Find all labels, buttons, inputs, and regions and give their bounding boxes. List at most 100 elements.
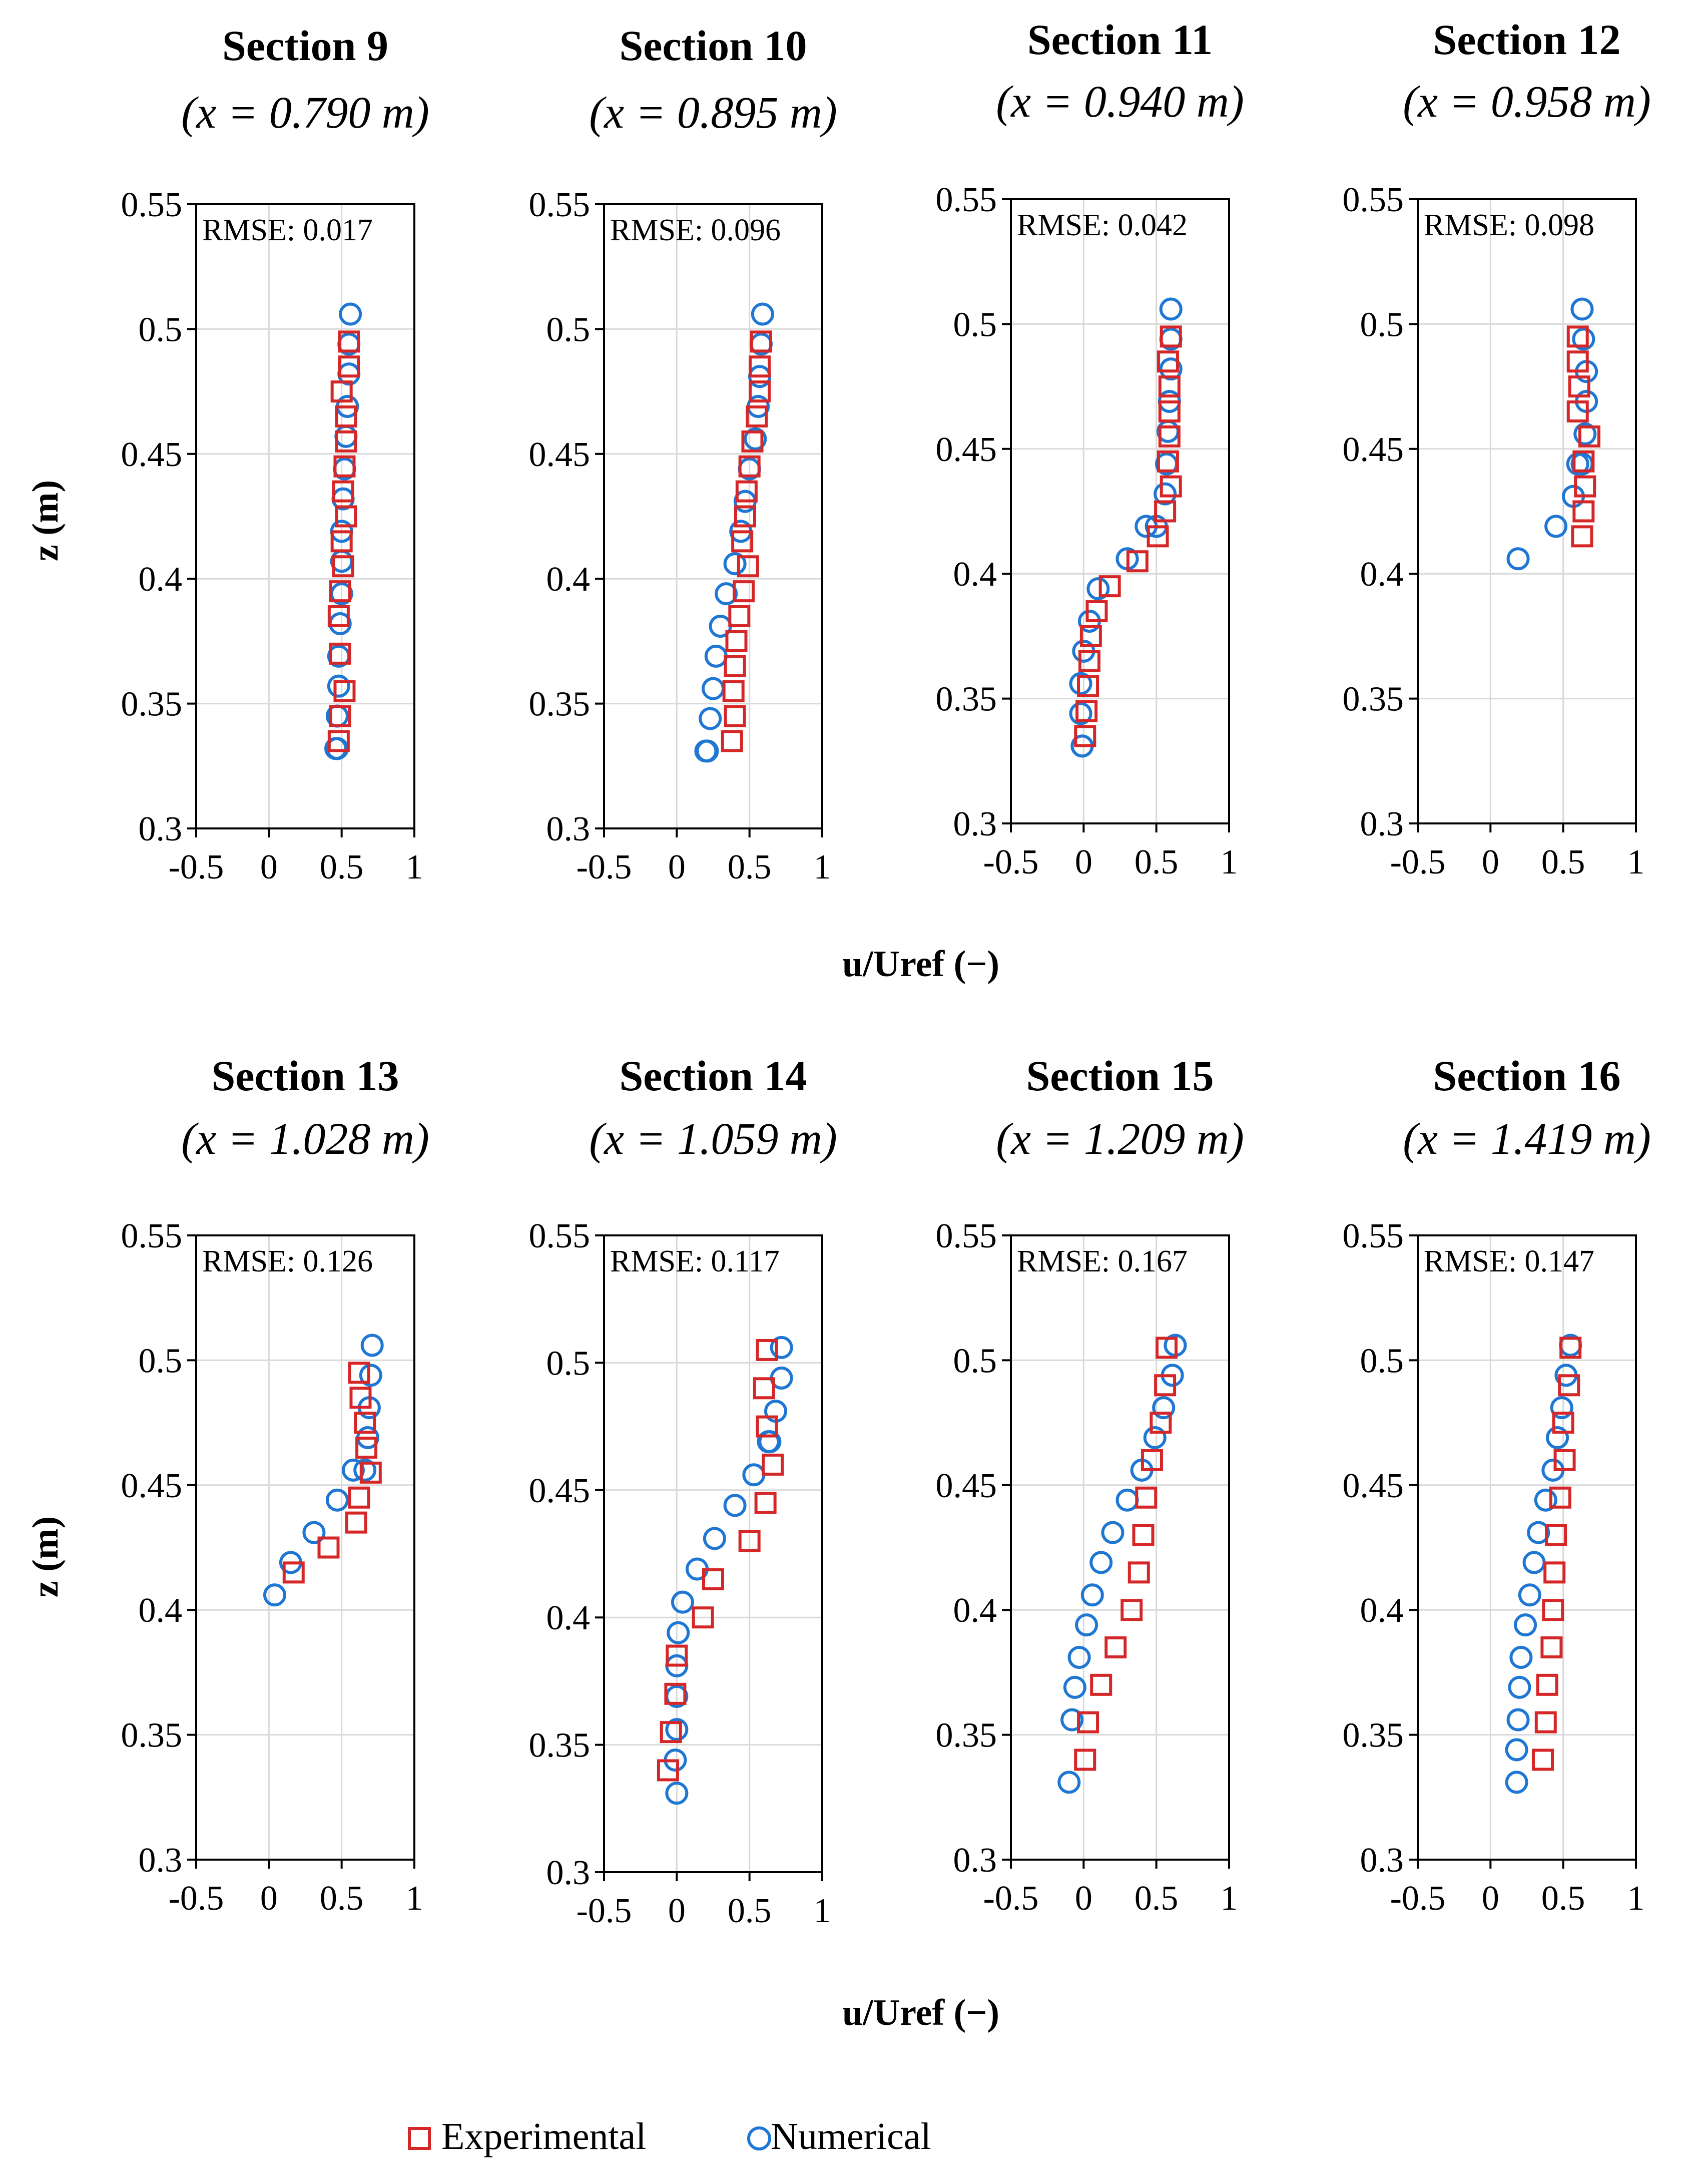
x-tick-label: -0.5 xyxy=(983,843,1039,882)
experimental-point xyxy=(1157,350,1179,373)
panel-section-15: Section 15 (x = 1.209 m) 0.3 0.35 0.4 0.45 0.5… xyxy=(936,1052,1244,1918)
numerical-point xyxy=(1159,357,1183,381)
experimental-point xyxy=(725,630,748,652)
y-tick-label: 0.5 xyxy=(546,1344,591,1383)
y-tick-label: 0.5 xyxy=(1360,1342,1404,1380)
experimental-point xyxy=(1540,1636,1563,1659)
experimental-point xyxy=(330,380,353,403)
y-tick-label: 0.3 xyxy=(1360,805,1404,843)
experimental-point xyxy=(756,1415,778,1438)
plot-frame xyxy=(195,1234,415,1861)
experimental-point xyxy=(734,505,756,528)
panel-subtitle: (x = 0.958 m) xyxy=(1403,77,1651,127)
series-experimental xyxy=(327,330,360,752)
y-tick-label: 0.35 xyxy=(121,1716,183,1755)
y-tick-label: 0.55 xyxy=(936,1217,997,1255)
x-tick-label: -0.5 xyxy=(169,848,224,887)
experimental-point xyxy=(1132,1524,1155,1546)
panel-title: Section 15 xyxy=(1026,1052,1214,1100)
panel-section-9: Section 9 (x = 0.790 m) 0.3 0.35 0.4 0.45 0.5 0… xyxy=(121,22,429,887)
experimental-point xyxy=(1572,450,1595,473)
experimental-point xyxy=(1075,700,1098,722)
numerical-point xyxy=(1152,1396,1176,1420)
x-tick-label: 0 xyxy=(260,848,278,887)
numerical-point xyxy=(1067,1645,1091,1669)
experimental-point xyxy=(735,480,758,503)
x-tick-label: -0.5 xyxy=(169,1879,224,1918)
x-tick-label: -0.5 xyxy=(1390,843,1446,882)
experimental-point xyxy=(338,330,360,353)
experimental-point xyxy=(750,330,772,353)
numerical-point xyxy=(1508,1675,1531,1699)
panel-subtitle: (x = 1.209 m) xyxy=(996,1114,1244,1164)
rmse-annotation: RMSE: 0.167 xyxy=(1017,1244,1188,1278)
y-tick-label: 0.4 xyxy=(139,1591,183,1630)
y-tick-label: 0.45 xyxy=(121,1467,183,1505)
series-experimental xyxy=(1566,325,1600,548)
y-tick-label: 0.55 xyxy=(121,186,183,224)
panel-section-10: Section 10 (x = 0.895 m) 0.3 0.35 0.4 0.45 0.5… xyxy=(529,22,837,887)
numerical-point xyxy=(1534,1488,1557,1512)
y-tick-label: 0.55 xyxy=(529,1217,591,1255)
x-tick-label: 0 xyxy=(1075,1879,1092,1918)
experimental-point xyxy=(724,655,746,677)
numerical-point xyxy=(665,1782,689,1805)
panel-section-13: Section 13 (x = 1.028 m) 0.3 0.35 0.4 0.45 0.5… xyxy=(121,1052,429,1918)
experimental-point xyxy=(329,705,351,727)
numerical-point xyxy=(723,1494,747,1517)
experimental-point xyxy=(660,1721,682,1743)
x-axis-label-top: u/Uref (−) xyxy=(842,944,999,985)
experimental-point xyxy=(1543,1561,1566,1584)
numerical-point xyxy=(1505,1738,1528,1762)
x-tick-label: -0.5 xyxy=(983,1879,1039,1918)
x-tick-label: -0.5 xyxy=(1390,1879,1446,1918)
experimental-point xyxy=(1156,1337,1178,1359)
numerical-point xyxy=(723,552,747,576)
numerical-point xyxy=(1544,515,1568,538)
numerical-point xyxy=(704,644,728,668)
numerical-point xyxy=(744,427,767,451)
experimental-point xyxy=(754,1492,777,1514)
panel-title: Section 9 xyxy=(222,22,388,70)
experimental-point xyxy=(733,580,755,603)
experimental-point xyxy=(1147,525,1169,548)
y-axis-label-bottom: z (m) xyxy=(25,1516,66,1597)
experimental-point xyxy=(1568,375,1590,398)
x-tick-label: 0 xyxy=(668,1892,686,1930)
panel-title: Section 13 xyxy=(211,1052,399,1100)
plot-frame xyxy=(1010,198,1230,824)
y-tick-label: 0.5 xyxy=(546,310,591,349)
experimental-point xyxy=(333,455,356,478)
y-tick-label: 0.4 xyxy=(1360,1591,1404,1630)
numerical-point xyxy=(1063,1675,1086,1699)
experimental-point xyxy=(1141,1449,1163,1471)
series-numerical xyxy=(664,1336,793,1805)
y-tick-label: 0.35 xyxy=(529,1726,591,1765)
numerical-point xyxy=(751,302,774,326)
y-tick-label: 0.4 xyxy=(546,1599,591,1637)
experimental-point xyxy=(728,605,751,628)
y-tick-label: 0.3 xyxy=(139,1841,183,1880)
experimental-point xyxy=(1536,1673,1558,1696)
experimental-point xyxy=(1135,1486,1158,1509)
experimental-point xyxy=(1077,1711,1099,1733)
numerical-point xyxy=(353,1458,377,1482)
y-tick-label: 0.4 xyxy=(1360,555,1404,594)
experimental-point xyxy=(1158,425,1181,448)
panel-subtitle: (x = 0.895 m) xyxy=(589,88,837,138)
panel-section-16: Section 16 (x = 1.419 m) 0.3 0.35 0.4 0.45 0.5… xyxy=(1343,1052,1651,1918)
numerical-point xyxy=(1075,1613,1098,1637)
experimental-point xyxy=(338,355,360,378)
legend: Experimental Numerical xyxy=(408,2115,931,2157)
numerical-point xyxy=(1154,482,1177,506)
experimental-point xyxy=(330,530,353,553)
experimental-point xyxy=(329,580,351,603)
y-tick-label: 0.45 xyxy=(936,430,997,469)
x-tick-label: 0 xyxy=(1482,1879,1499,1918)
experimental-point xyxy=(327,605,350,628)
plot-frame xyxy=(1417,198,1637,824)
numerical-point xyxy=(1546,1426,1569,1450)
x-tick-label: 0.5 xyxy=(320,1879,364,1918)
experimental-point xyxy=(721,730,743,752)
y-tick-label: 0.35 xyxy=(1343,1716,1404,1755)
